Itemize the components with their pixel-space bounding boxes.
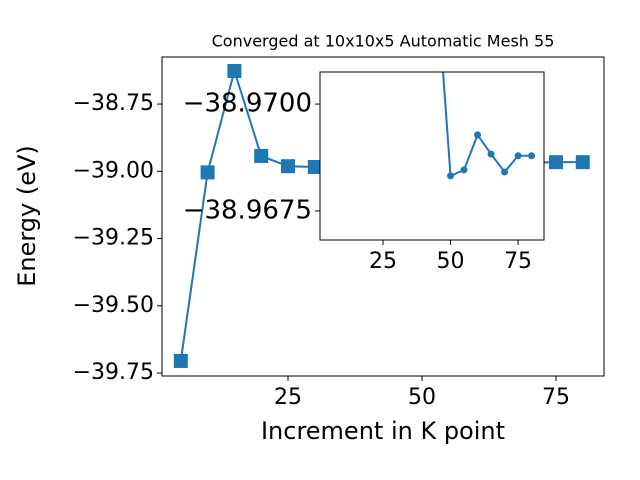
x-tick-label: 75 bbox=[504, 249, 532, 274]
data-point bbox=[447, 172, 455, 180]
data-point bbox=[307, 160, 322, 175]
y-tick-label: −38.9700 bbox=[183, 89, 312, 119]
data-point bbox=[227, 63, 242, 78]
y-tick-label: −39.00 bbox=[73, 158, 154, 183]
data-point bbox=[501, 168, 509, 176]
y-tick-label: −39.25 bbox=[73, 226, 154, 251]
x-tick-label: 50 bbox=[408, 385, 436, 410]
data-point bbox=[548, 155, 563, 170]
data-point bbox=[281, 159, 296, 174]
y-tick-label: −39.75 bbox=[73, 360, 154, 385]
x-tick-label: 25 bbox=[369, 249, 397, 274]
data-point bbox=[173, 353, 188, 368]
data-point bbox=[254, 148, 269, 163]
data-point bbox=[514, 152, 522, 160]
chart-title: Converged at 10x10x5 Automatic Mesh 55 bbox=[212, 32, 555, 51]
data-point bbox=[460, 166, 468, 174]
plot-background bbox=[320, 72, 544, 240]
data-point bbox=[474, 131, 482, 139]
plot-area: 25 50 75 −38.9700 −38.9675 bbox=[183, 71, 545, 274]
x-tick-label: 50 bbox=[437, 249, 465, 274]
y-tick-label: −39.50 bbox=[73, 293, 154, 318]
data-point bbox=[528, 152, 536, 160]
axes-frame bbox=[319, 71, 545, 241]
x-tick-label: 25 bbox=[274, 385, 302, 410]
axes-frame bbox=[161, 56, 605, 377]
x-axis-label: Increment in K point bbox=[261, 417, 505, 445]
data-point bbox=[575, 155, 590, 170]
y-tick-label: −38.9675 bbox=[183, 195, 312, 225]
y-tick-label: −38.75 bbox=[73, 91, 154, 116]
data-point bbox=[487, 150, 495, 158]
data-point bbox=[200, 165, 215, 180]
x-tick-label: 75 bbox=[542, 385, 570, 410]
data-layer bbox=[442, 72, 536, 180]
y-axis-label: Energy (eV) bbox=[13, 145, 41, 287]
